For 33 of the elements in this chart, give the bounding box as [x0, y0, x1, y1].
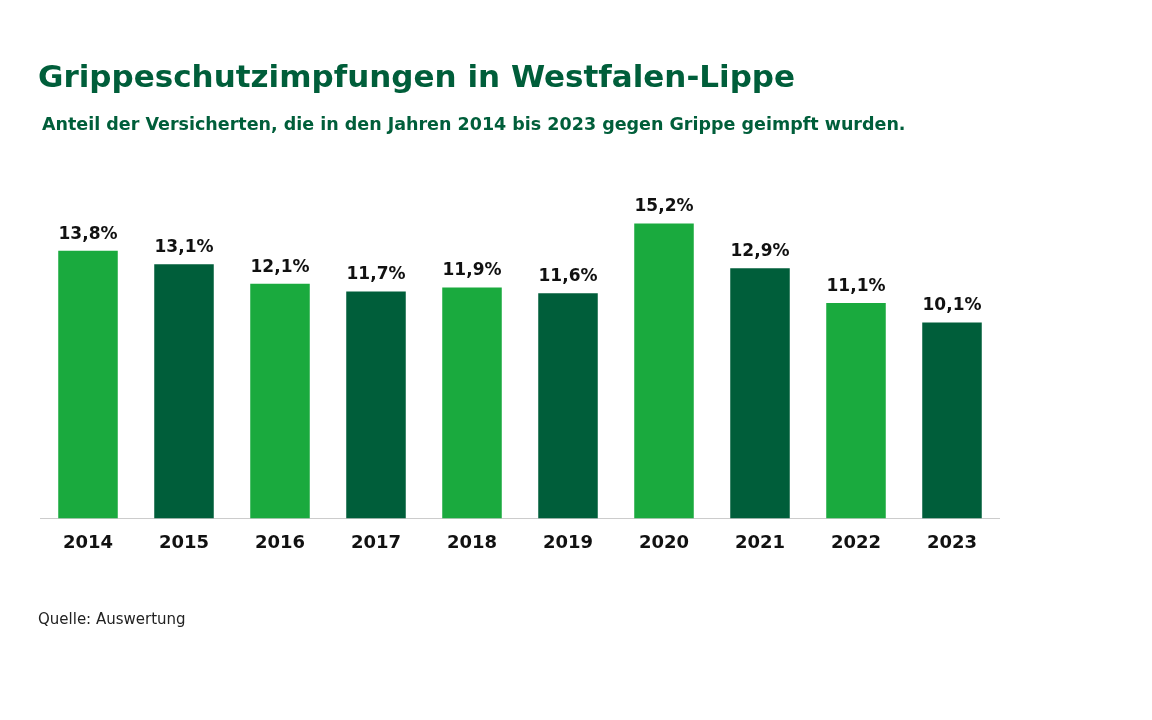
x-tick-label: 2023 [926, 530, 978, 552]
x-tick-label: 2017 [350, 530, 402, 552]
data-label: 11,7% [346, 263, 406, 284]
data-label: 10,1% [922, 294, 982, 315]
x-tick-label: 2016 [254, 530, 306, 552]
x-tick-label: 2021 [734, 530, 786, 552]
data-label: 11,9% [442, 259, 502, 280]
chart-subtitle: Anteil der Versicherten, die in den Jahren 2014 bis 2023 gegen Grippe geimpft wurden. [42, 114, 906, 134]
data-label: 15,2% [634, 195, 694, 216]
bar [154, 264, 214, 519]
x-tick-label: 2015 [158, 530, 210, 552]
bar [58, 250, 118, 519]
bar [730, 268, 790, 519]
bar [826, 303, 886, 519]
x-tick-label: 2019 [542, 530, 594, 552]
x-tick-label: 2018 [446, 530, 498, 552]
data-label: 11,6% [538, 265, 598, 286]
x-tick-label: 2014 [62, 530, 114, 552]
data-label: 12,9% [730, 240, 790, 261]
data-label: 13,1% [154, 236, 214, 257]
x-tick-label: 2022 [830, 530, 882, 552]
x-tick-label: 2020 [638, 530, 690, 552]
data-label: 13,8% [58, 222, 118, 243]
bar [346, 291, 406, 519]
bar [634, 223, 694, 519]
chart-title: Grippeschutzimpfungen in Westfalen-Lippe [38, 58, 796, 94]
bar [250, 283, 310, 519]
bar [538, 293, 598, 519]
data-label: 11,1% [826, 274, 886, 295]
data-label: 12,1% [250, 255, 310, 276]
bar [442, 287, 502, 519]
bar [922, 322, 982, 519]
source-note: Quelle: Auswertung [38, 610, 186, 628]
